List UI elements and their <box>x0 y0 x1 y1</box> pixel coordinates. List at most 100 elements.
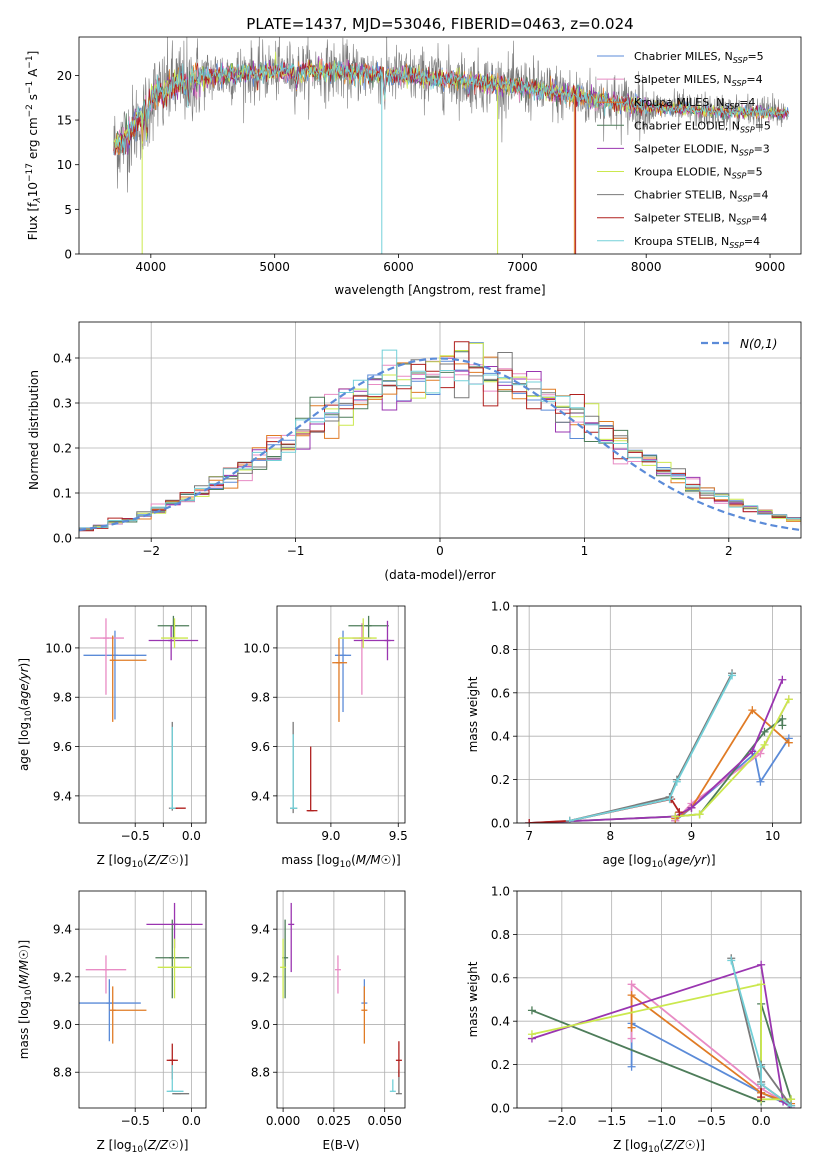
weight-marker <box>527 1006 536 1015</box>
axes-frame <box>276 605 406 824</box>
weight-marker <box>756 777 765 786</box>
weight-marker <box>727 956 736 965</box>
legend-label: Kroupa STELIB, NSSP=4 <box>634 235 760 250</box>
x-tick-label: 0.000 <box>266 1114 300 1128</box>
errorbars <box>280 902 402 1095</box>
weight-marker <box>671 812 680 821</box>
spectrum-line <box>113 59 789 156</box>
errorbar-point <box>161 618 189 648</box>
legend-label: Kroupa MILES, NSSP=4 <box>634 96 755 111</box>
legend-label-n: =4 <box>744 235 760 248</box>
axis-label-part: age [log <box>602 853 651 867</box>
legend-label: Salpeter STELIB, NSSP=4 <box>634 212 767 227</box>
errorbar-point <box>389 1079 396 1092</box>
axis-label-part: mass [log <box>17 1001 31 1059</box>
axis-label-part: )] <box>179 1138 188 1152</box>
axis-label-part: Z [log <box>613 1138 648 1152</box>
axis-label-part: 10 <box>24 710 34 722</box>
y-tick-label: 0.1 <box>53 487 72 501</box>
axis-label-part: Z [log <box>97 1138 132 1152</box>
x-tick-label: 7 <box>525 829 533 843</box>
legend-label-sub: SSP <box>724 102 739 111</box>
legend-label: Chabrier MILES, NSSP=5 <box>634 50 764 65</box>
y-tick-label: 0.3 <box>53 397 72 411</box>
x-axis-label: (data-model)/error <box>384 568 495 582</box>
y-tick-label: 0.8 <box>491 928 510 942</box>
errorbar-point <box>148 625 199 661</box>
x-tick-label: −2.0 <box>547 1114 576 1128</box>
weight-line <box>675 698 790 818</box>
age-vs-mass-panel: 9.0 9.5 9.4 9.6 9.8 10.0 mass [log10(M/M☉)] <box>243 605 408 870</box>
legend-label: Chabrier STELIB, NSSP=4 <box>634 189 768 204</box>
legend-label: N(0,1) <box>740 337 777 351</box>
axes-frame <box>78 605 207 824</box>
axis-label-part: ( <box>17 985 31 990</box>
legend-label-n: =3 <box>754 142 770 155</box>
axes-frame <box>276 890 406 1109</box>
axis-label-part: )] <box>391 853 400 867</box>
weight-line <box>630 994 792 1105</box>
y-tick-label: 10 <box>57 158 72 172</box>
errorbar-point <box>395 1041 402 1077</box>
weight-marker <box>675 808 684 817</box>
axis-label-part: Z/Z☉ <box>147 853 179 867</box>
weight-marker <box>527 1030 536 1039</box>
x-tick-label: 8 <box>606 829 614 843</box>
weight-marker <box>565 816 574 823</box>
weight-marker <box>757 1062 766 1071</box>
axis-label-part: M/M☉ <box>17 949 31 985</box>
y-tick-label: 9.8 <box>251 691 270 705</box>
x-tick-label: 7000 <box>507 260 538 274</box>
weight-line <box>531 963 792 1108</box>
errorbar-point <box>79 979 141 1042</box>
axis-label: mass [log10(M/M☉)] <box>17 940 34 1059</box>
legend-label-text: Kroupa ELODIE, N <box>634 166 732 179</box>
axis-label-part: 10 <box>24 989 34 1001</box>
weight-marker <box>728 671 737 680</box>
weight-line <box>569 674 733 822</box>
x-tick-label: 1 <box>581 544 589 558</box>
y-tick-label: 9.0 <box>53 1018 72 1032</box>
axis-label-part: )] <box>706 853 715 867</box>
x-tick-label: 5000 <box>259 260 290 274</box>
legend-label: Salpeter ELODIE, NSSP=3 <box>634 142 770 157</box>
x-tick-label: 0.0 <box>752 1114 771 1128</box>
axis-label-part: 10 <box>132 1145 144 1155</box>
axis-label-part: ( <box>17 706 31 711</box>
y-tick-label: 10.0 <box>243 641 270 655</box>
y-tick-label: 20 <box>57 69 72 83</box>
y-tick-label: 9.4 <box>251 789 270 803</box>
weight-marker <box>757 980 766 989</box>
errorbar-point <box>338 618 377 648</box>
axis-label: Z [log10(Z/Z☉)] <box>97 1138 189 1155</box>
weight-marker <box>760 740 769 749</box>
weight-vs-Z-panel: −2.0 −1.5 −1.0 −0.5 0.0 0.0 0.2 0.4 0.6 0.8 1.0 Z [… <box>466 885 802 1155</box>
x-tick-label: 0.050 <box>368 1114 402 1128</box>
axis-label-part: ( <box>143 1138 148 1152</box>
errorbar-point <box>353 620 395 661</box>
y-tick-label: 9.2 <box>251 970 270 984</box>
y-tick-label: 0.2 <box>491 1058 510 1072</box>
y-tick-label: 9.8 <box>53 691 72 705</box>
residuals-panel: −2 −1 0 1 2 0.0 0.1 0.2 0.3 0.4 (data-model)/error… <box>27 321 802 582</box>
axis-label-part: )] <box>17 940 31 949</box>
axis-label-part: ( <box>660 1138 665 1152</box>
weight-marker <box>756 749 765 758</box>
weight-marker <box>778 675 787 684</box>
y-axis-label: Flux [fλ10−17 erg cm−2 s−1 A−1] <box>25 51 43 241</box>
weight-marker <box>784 695 793 704</box>
spectrum-line <box>113 60 789 156</box>
axis-label: Z [log10(Z/Z☉)] <box>97 853 189 870</box>
y-tick-label: 15 <box>57 114 72 128</box>
axis-label-part: 10 <box>340 860 352 870</box>
y-tick-label: 0 <box>64 248 72 262</box>
y-axis-label-part: A <box>26 68 40 81</box>
y-axis-label-part: Flux [f <box>26 202 40 240</box>
axis-label-part: mass [log <box>281 853 339 867</box>
errorbar-point <box>109 986 147 1044</box>
y-axis-label: mass weight <box>466 961 480 1037</box>
x-tick-label: 0.0 <box>182 829 201 843</box>
axis-label-part: )] <box>179 853 188 867</box>
